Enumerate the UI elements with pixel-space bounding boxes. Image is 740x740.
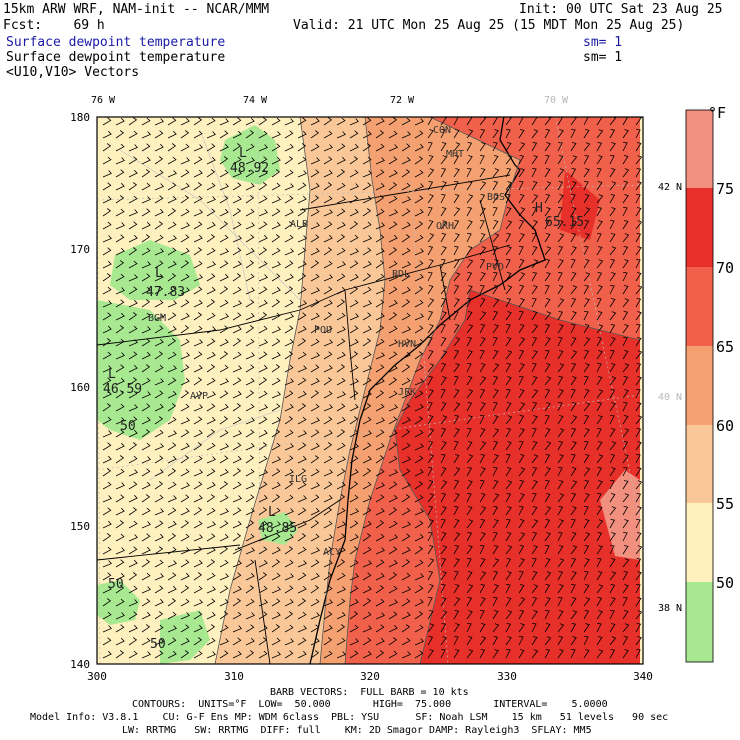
station-label: MHT xyxy=(446,149,464,160)
x-tick-label: 310 xyxy=(224,670,244,683)
extremum-value: 65.15 xyxy=(545,215,584,230)
station-label: HVN xyxy=(398,339,416,350)
colorbar-unit: °F xyxy=(708,104,726,122)
station-label: ORH xyxy=(436,221,454,232)
y-tick-label: 140 xyxy=(70,658,90,671)
low-marker: L xyxy=(268,505,276,520)
right-lat-label: 38 N xyxy=(658,603,682,614)
station-label: BDL xyxy=(392,269,410,280)
station-label: AVP xyxy=(190,391,208,402)
colorbar-label: 60 xyxy=(716,417,734,435)
colorbar-swatch-below50 xyxy=(686,582,713,662)
model-title: 15km ARW WRF, NAM-init -- NCAR/MMM xyxy=(3,2,270,17)
field-title-2: Surface dewpoint temperature xyxy=(6,50,226,65)
contour-info: CONTOURS: UNITS=°F LOW= 50.000 HIGH= 75.… xyxy=(132,699,608,710)
x-tick-label: 340 xyxy=(633,670,653,683)
colorbar-swatch-60-65 xyxy=(686,346,713,425)
extremum-value: 48.85 xyxy=(258,521,297,536)
extremum-value: 47.83 xyxy=(146,285,185,300)
colorbar-swatch-50-55 xyxy=(686,503,713,582)
map-frame xyxy=(96,116,644,665)
top-lon-label: 70 W xyxy=(544,95,569,106)
extremum-value: 46.59 xyxy=(103,382,142,397)
x-tick-label: 330 xyxy=(497,670,517,683)
right-lat-label: 42 N xyxy=(658,182,682,193)
contour-label: 50 xyxy=(108,577,124,592)
station-label: PVD xyxy=(486,262,504,273)
low-marker: L xyxy=(108,367,116,382)
top-lon-label: 76 W xyxy=(91,95,116,106)
station-label: ILG xyxy=(289,474,307,485)
high-marker: H xyxy=(535,201,543,216)
contour-label: 50 xyxy=(150,637,166,652)
wind-barbs xyxy=(102,117,643,659)
colorbar-label: 75 xyxy=(716,180,734,198)
colorbar-swatch-70-75 xyxy=(686,188,713,267)
contour-label: 50 xyxy=(120,419,136,434)
model-info-2: LW: RRTMG SW: RRTMG DIFF: full KM: 2D Sm… xyxy=(122,725,592,736)
y-tick-label: 150 xyxy=(70,520,90,533)
map-fill xyxy=(97,117,643,664)
station-label: BOS xyxy=(487,192,505,203)
colorbar-label: 55 xyxy=(716,495,734,513)
extremum-value: 48.92 xyxy=(230,161,269,176)
colorbar xyxy=(685,109,714,663)
colorbar-swatch-65-70 xyxy=(686,267,713,346)
field-title-3: <U10,V10> Vectors xyxy=(6,65,140,80)
y-tick-label: 180 xyxy=(70,111,90,124)
x-tick-label: 300 xyxy=(87,670,107,683)
x-tick-label: 320 xyxy=(360,670,380,683)
low-marker: L xyxy=(155,266,163,281)
colorbar-label: 65 xyxy=(716,338,734,356)
forecast-hour: Fcst: 69 h xyxy=(3,18,105,33)
valid-time: Valid: 21 UTC Mon 25 Aug 25 (15 MDT Mon … xyxy=(293,18,685,33)
station-label: ACY xyxy=(323,547,341,558)
station-label: POU xyxy=(314,325,332,336)
field-sm-1: sm= 1 xyxy=(583,35,623,50)
top-lon-label: 74 W xyxy=(243,95,268,106)
model-info-1: Model Info: V3.8.1 CU: G-F Ens MP: WDM 6… xyxy=(30,712,669,723)
low-marker: L xyxy=(239,146,247,161)
colorbar-swatch-55-60 xyxy=(686,425,713,503)
right-lat-label: 40 N xyxy=(658,392,682,403)
station-label: BGM xyxy=(148,313,166,324)
station-label: ALB xyxy=(290,219,308,230)
barb-info: BARB VECTORS: FULL BARB = 10 kts xyxy=(270,687,469,698)
y-tick-label: 160 xyxy=(70,381,90,394)
colorbar-label: 70 xyxy=(716,259,734,277)
y-tick-label: 170 xyxy=(70,243,90,256)
field-title-1: Surface dewpoint temperature xyxy=(6,35,226,50)
top-lon-label: 72 W xyxy=(390,95,415,106)
wind-barb-field xyxy=(102,117,643,659)
colorbar-label: 50 xyxy=(716,574,734,592)
station-label: CON xyxy=(433,125,451,136)
init-time: Init: 00 UTC Sat 23 Aug 25 xyxy=(519,2,723,17)
field-sm-2: sm= 1 xyxy=(583,50,623,65)
colorbar-swatch-75plus xyxy=(686,110,713,188)
station-label: JFK xyxy=(398,387,416,398)
